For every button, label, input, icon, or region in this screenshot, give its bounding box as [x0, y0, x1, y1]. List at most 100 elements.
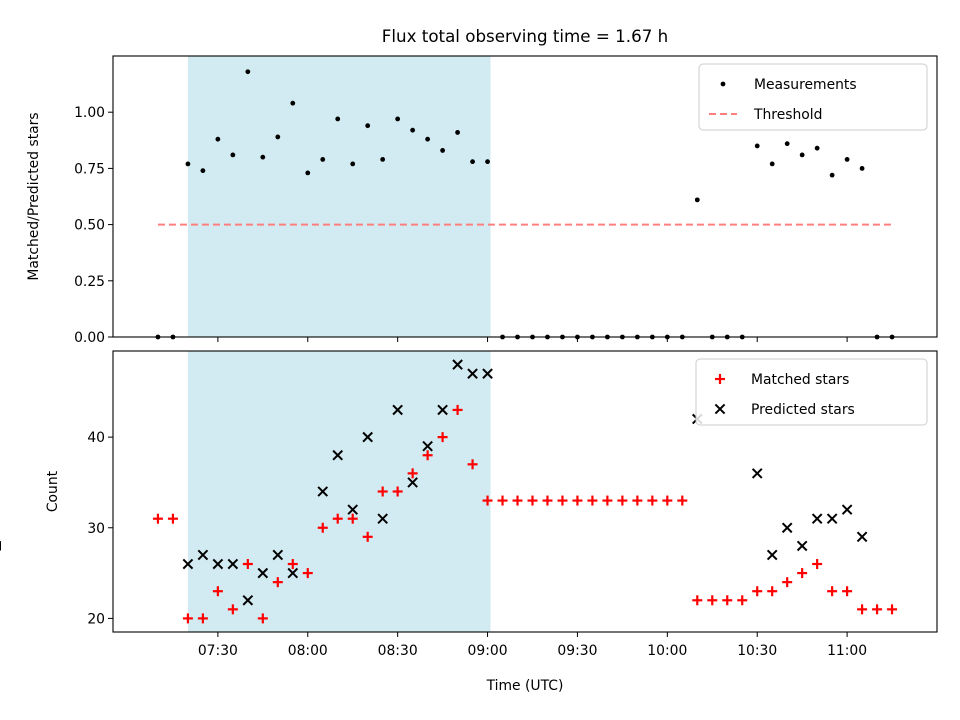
predicted-stars-point-stroke	[212, 558, 224, 570]
measurements-legend-label: Measurements	[754, 77, 857, 93]
predicted-stars-point-stroke	[766, 549, 778, 561]
measurements-point	[844, 157, 850, 162]
matched-stars-point	[497, 495, 508, 506]
matched-stars-point	[677, 495, 688, 506]
matched-stars-point	[167, 513, 178, 524]
predicted-stars-point-stroke	[272, 549, 284, 561]
counts-panel: 20 30 40 07:30 08:00 08:30 09:00 09:30 10:00 10:3…	[0, 350, 938, 659]
chart-title: Flux total observing time = 1.67 h	[382, 26, 668, 46]
matched-stars-point	[392, 486, 403, 497]
predicted-stars-point-stroke	[377, 513, 388, 525]
measurements-legend-swatch	[720, 81, 726, 87]
measurements-point	[799, 152, 805, 158]
measurements-point	[230, 152, 236, 158]
measurements-point	[320, 157, 326, 162]
predicted-stars-point	[467, 368, 478, 379]
measurements-point	[260, 154, 266, 160]
bottom-y-axis-label: Count	[45, 470, 61, 512]
matched-stars-point	[737, 595, 748, 606]
predicted-stars-point	[347, 504, 359, 515]
matched-stars-point	[872, 604, 883, 615]
matched-stars-point	[767, 586, 778, 597]
predicted-stars-point	[841, 504, 853, 515]
matched-stars-point	[527, 495, 538, 506]
measurements-point	[305, 170, 311, 176]
measurements-point	[380, 157, 386, 162]
predicted-stars-point-stroke	[362, 431, 373, 443]
predicted-stars-point	[377, 513, 388, 525]
measurements-point	[350, 161, 356, 167]
measurements-point	[185, 161, 191, 167]
predicted-stars-point	[482, 368, 493, 379]
top-y-tick-label: 0.50	[74, 218, 105, 234]
predicted-stars-point	[781, 522, 793, 534]
matched-stars-point	[587, 495, 598, 506]
top-legend-box	[698, 63, 928, 131]
matched-stars-point	[662, 495, 673, 506]
top-y-tick-label: 1.00	[74, 105, 105, 121]
x-tick-label: 11:00	[827, 643, 867, 659]
measurements-point	[694, 197, 700, 203]
matched-stars-point	[182, 613, 193, 624]
matched-stars-point	[287, 559, 298, 570]
predicted-stars-point	[287, 567, 299, 579]
measurements-point	[829, 172, 835, 178]
bottom-y-tick-label: 20	[87, 611, 105, 627]
predicted-stars-point-stroke	[422, 440, 433, 452]
top-y-tick-label: 0.25	[74, 274, 105, 290]
predicted-stars-point	[856, 531, 868, 543]
predicted-stars-point-stroke	[856, 531, 868, 543]
matched-stars-point	[827, 586, 838, 597]
predicted-stars-point	[362, 431, 373, 443]
matched-stars-point	[887, 604, 898, 615]
matched-stars-point	[707, 595, 718, 606]
predicted-stars-point	[182, 558, 194, 570]
matched-stars-point	[632, 495, 643, 506]
predicted-stars-point-stroke	[242, 594, 254, 606]
x-tick-label: 09:30	[557, 643, 597, 659]
predicted-stars-point	[437, 404, 448, 416]
top-axes-frame	[112, 55, 938, 338]
measurements-point	[410, 127, 416, 133]
matched-stars-legend-label: Matched stars	[751, 372, 849, 388]
x-tick-label: 10:30	[737, 643, 777, 659]
measurements-point	[784, 141, 790, 147]
bottom-y-tick-label: 30	[87, 521, 105, 537]
matched-stars-point	[857, 604, 868, 615]
matched-stars-point	[422, 450, 433, 461]
x-axis-label: Time (UTC)	[486, 678, 564, 694]
matched-stars-point	[227, 604, 238, 615]
bottom-y-tick-label: 40	[87, 430, 105, 446]
predicted-stars-point	[332, 449, 344, 461]
matched-stars-point	[407, 468, 418, 479]
predicted-stars-point	[392, 404, 403, 416]
top-y-tick-label: 0.75	[74, 161, 105, 177]
predicted-stars-point	[766, 549, 778, 561]
matched-stars-point	[482, 495, 493, 506]
measurements-point	[470, 159, 475, 165]
measurements-point	[200, 168, 206, 174]
predicted-stars-point	[796, 540, 808, 552]
predicted-stars-point-stroke	[781, 522, 793, 534]
matched-stars-point	[197, 613, 208, 624]
x-tick-label: 08:00	[288, 643, 328, 659]
matched-stars-point	[467, 459, 478, 470]
predicted-stars-point	[811, 513, 823, 525]
measurements-point	[245, 69, 251, 75]
matched-stars-point	[317, 522, 328, 533]
matched-stars-point	[347, 513, 358, 524]
top-y-axis-label: Matched/Predicted stars	[26, 112, 42, 280]
matched-stars-point	[812, 559, 823, 570]
measurements-point	[425, 136, 431, 142]
matched-stars-point	[722, 595, 733, 606]
x-tick-label: 09:00	[468, 643, 508, 659]
predicted-stars-point-stroke	[332, 449, 344, 461]
top-legend: Measurements Threshold	[698, 63, 928, 131]
matched-stars-point	[152, 513, 163, 524]
predicted-stars-point	[242, 594, 254, 606]
predicted-stars-point	[422, 440, 433, 452]
measurements-point	[754, 143, 760, 149]
predicted-stars-point	[751, 468, 763, 479]
matched-stars-point	[842, 586, 853, 597]
